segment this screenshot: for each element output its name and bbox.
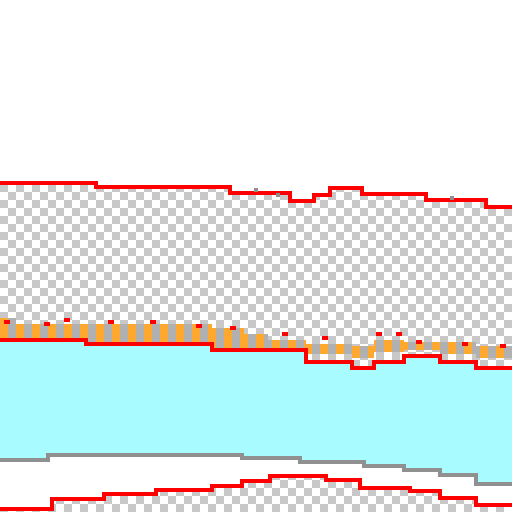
edge-speck [450, 196, 454, 200]
red-speck [462, 342, 468, 346]
red-speck [396, 332, 402, 336]
red-speck [64, 318, 70, 322]
red-speck [44, 322, 50, 326]
red-speck [282, 332, 288, 336]
red-speck [4, 320, 10, 324]
red-speck [416, 340, 422, 344]
red-speck [196, 324, 202, 328]
edge-speck [254, 188, 258, 192]
red-speck [322, 336, 328, 340]
red-speck [376, 332, 382, 336]
edge-speck [276, 193, 280, 197]
red-speck [230, 326, 236, 330]
red-speck [150, 320, 156, 324]
red-speck [500, 344, 506, 348]
red-speck [108, 320, 114, 324]
